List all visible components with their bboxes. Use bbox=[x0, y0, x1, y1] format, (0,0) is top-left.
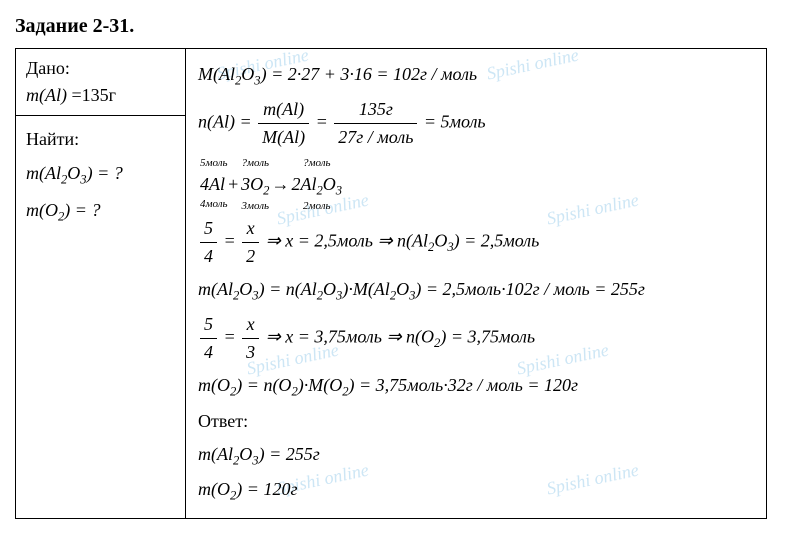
txt: m(Al bbox=[198, 444, 233, 464]
solution-table: Spishi online Spishi online Spishi onlin… bbox=[15, 48, 767, 519]
given-line: m(Al) =135г bbox=[26, 82, 175, 109]
txt: ) = 2·27 + 3·16 = 102г / моль bbox=[261, 64, 478, 84]
txt: O bbox=[241, 64, 254, 84]
txt: ) = n(O bbox=[236, 375, 291, 395]
txt: O bbox=[396, 279, 409, 299]
sol-line-6: 54 = x3 ⇒ x = 3,75моль ⇒ n(O2) = 3,75мол… bbox=[198, 311, 754, 366]
txt: ) = n(Al bbox=[259, 279, 317, 299]
txt: m(O bbox=[198, 375, 230, 395]
txt: n(Al) = bbox=[198, 112, 256, 132]
txt: ) = 2,5моль·102г / моль = 255г bbox=[415, 279, 645, 299]
numerator: x bbox=[242, 311, 259, 339]
find-q2: m(O2) = ? bbox=[26, 193, 175, 230]
txt: = bbox=[224, 231, 241, 251]
txt: O bbox=[239, 444, 252, 464]
txt: ) = 255г bbox=[259, 444, 320, 464]
txt: ) = 120г bbox=[236, 479, 297, 499]
sol-line-5: m(Al2O3) = n(Al2O3)·M(Al2O3) = 2,5моль·1… bbox=[198, 276, 754, 305]
txt: )·M(O bbox=[298, 375, 342, 395]
given-label: Дано: bbox=[26, 55, 175, 82]
denominator: M(Al) bbox=[258, 124, 309, 151]
rx-bot: 2моль bbox=[291, 198, 342, 215]
txt: + bbox=[227, 171, 239, 198]
txt: O bbox=[67, 163, 80, 183]
solution-box: M(Al2O3) = 2·27 + 3·16 = 102г / моль n(A… bbox=[186, 49, 766, 518]
txt: m(Al bbox=[198, 279, 233, 299]
answer-2: m(O2) = 120г bbox=[198, 476, 754, 505]
txt: ) = 3,75моль bbox=[440, 327, 535, 347]
rx-bot: 4моль bbox=[200, 196, 225, 213]
txt: O bbox=[323, 174, 336, 194]
find-label: Найти: bbox=[26, 122, 175, 156]
find-q1: m(Al2O3) = ? bbox=[26, 156, 175, 193]
given-box: Дано: m(Al) =135г bbox=[16, 49, 186, 116]
txt: )·M(Al bbox=[342, 279, 389, 299]
txt: O bbox=[434, 231, 447, 251]
txt: O bbox=[239, 279, 252, 299]
txt: m(Al) bbox=[26, 85, 67, 105]
sol-line-1: M(Al2O3) = 2·27 + 3·16 = 102г / моль bbox=[198, 61, 754, 90]
numerator: m(Al) bbox=[258, 96, 309, 124]
find-box: Найти: m(Al2O3) = ? m(O2) = ? bbox=[16, 116, 186, 518]
numerator: 5 bbox=[200, 215, 217, 243]
txt: O bbox=[323, 279, 336, 299]
sol-line-4: 54 = x2 ⇒ x = 2,5моль ⇒ n(Al2O3) = 2,5мо… bbox=[198, 215, 754, 270]
sol-line-2: n(Al) = m(Al)M(Al) = 135г27г / моль = 5м… bbox=[198, 96, 754, 151]
txt: 135г bbox=[82, 85, 116, 105]
sol-line-7: m(O2) = n(O2)·M(O2) = 3,75моль·32г / мол… bbox=[198, 372, 754, 401]
txt: = bbox=[67, 85, 82, 105]
task-title: Задание 2-31. bbox=[15, 15, 771, 38]
fraction: m(Al)M(Al) bbox=[258, 96, 309, 151]
txt: M(Al bbox=[198, 64, 235, 84]
denominator: 4 bbox=[200, 243, 217, 270]
txt: = 5моль bbox=[424, 112, 486, 132]
sub: 2 bbox=[263, 184, 269, 198]
left-column: Дано: m(Al) =135г Найти: m(Al2O3) = ? m(… bbox=[16, 49, 186, 518]
fraction: x3 bbox=[242, 311, 259, 366]
fraction: 54 bbox=[200, 311, 217, 366]
txt: m(Al bbox=[26, 163, 61, 183]
rx-term: ?моль 2Al2O3 2моль bbox=[291, 171, 342, 200]
numerator: 5 bbox=[200, 311, 217, 339]
txt: → bbox=[271, 171, 289, 198]
fraction: 135г27г / моль bbox=[334, 96, 417, 151]
answer-1: m(Al2O3) = 255г bbox=[198, 441, 754, 470]
rx-top: ?моль bbox=[241, 155, 269, 172]
rx-term: 5моль 4Al 4моль bbox=[200, 171, 225, 198]
txt: = bbox=[224, 327, 241, 347]
txt: m(O bbox=[198, 479, 230, 499]
txt: ) = ? bbox=[87, 163, 123, 183]
denominator: 3 bbox=[242, 339, 259, 366]
txt: = bbox=[316, 112, 333, 132]
fraction: 54 bbox=[200, 215, 217, 270]
txt: ⇒ x = 2,5моль ⇒ n(Al bbox=[266, 231, 428, 251]
denominator: 2 bbox=[242, 243, 259, 270]
txt: 2Al bbox=[291, 174, 316, 194]
txt: 3O bbox=[241, 174, 263, 194]
txt: ) = 3,75моль·32г / моль = 120г bbox=[349, 375, 579, 395]
denominator: 27г / моль bbox=[334, 124, 417, 151]
rx-top: ?моль bbox=[291, 155, 342, 172]
rx-bot: 3моль bbox=[241, 198, 269, 215]
denominator: 4 bbox=[200, 339, 217, 366]
answer-label: Ответ: bbox=[198, 408, 754, 435]
numerator: x bbox=[242, 215, 259, 243]
txt: 4Al bbox=[200, 174, 225, 194]
fraction: x2 bbox=[242, 215, 259, 270]
reaction-equation: 5моль 4Al 4моль + ?моль 3O2 3моль → ?мол… bbox=[198, 171, 344, 200]
numerator: 135г bbox=[334, 96, 417, 124]
txt: m(O bbox=[26, 200, 58, 220]
sub: 3 bbox=[336, 184, 342, 198]
txt: ) = 2,5моль bbox=[454, 231, 540, 251]
rx-top: 5моль bbox=[200, 155, 225, 172]
txt: ) = ? bbox=[64, 200, 100, 220]
rx-term: ?моль 3O2 3моль bbox=[241, 171, 269, 200]
txt: ⇒ x = 3,75моль ⇒ n(O bbox=[266, 327, 434, 347]
